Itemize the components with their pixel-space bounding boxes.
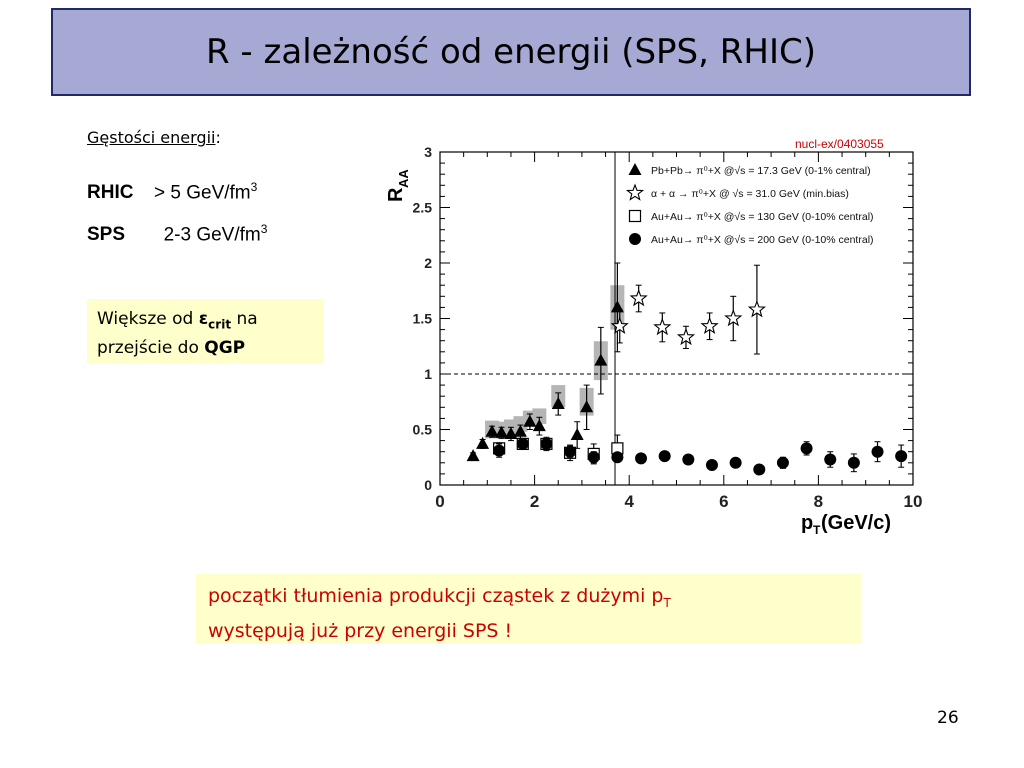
- data-point: [610, 316, 629, 334]
- crit-line-2: przejście do QGP: [97, 336, 314, 360]
- data-point: [753, 463, 766, 476]
- crit-text-pre: Większe od: [97, 309, 199, 329]
- data-point: [466, 449, 480, 462]
- data-point: [564, 445, 577, 458]
- x-axis-label-sub: T: [813, 523, 821, 537]
- systematic-band: [532, 408, 547, 424]
- data-point: [676, 327, 696, 346]
- x-tick-label: 8: [814, 492, 823, 511]
- data-point: [476, 436, 490, 449]
- data-point: [776, 456, 789, 469]
- x-tick-label: 4: [624, 492, 634, 511]
- data-point: [551, 396, 565, 409]
- data-point: [800, 442, 813, 455]
- x-axis-label: p: [801, 512, 813, 534]
- legend-marker: [628, 163, 642, 175]
- conclusion-line-2: występują już przy energii SPS !: [208, 619, 513, 642]
- data-point: [594, 353, 608, 366]
- qgp-label: QGP: [204, 338, 246, 359]
- data-point: [871, 445, 884, 458]
- legend-entry: α + α → π⁰+X @ √s = 31.0 GeV (min.bias): [651, 188, 849, 200]
- data-point: [635, 452, 648, 465]
- conclusion-sub: T: [663, 595, 671, 610]
- data-point: [729, 456, 742, 469]
- data-point: [580, 400, 594, 413]
- data-point: [700, 316, 719, 334]
- energy-density-heading: Gęstości energii:: [87, 128, 221, 147]
- crit-text-post: na: [231, 309, 258, 329]
- page-number: 26: [937, 708, 959, 728]
- sps-label: SPS: [87, 224, 126, 246]
- data-point: [523, 414, 537, 427]
- data-point: [540, 437, 553, 450]
- rhic-label: RHIC: [87, 182, 134, 204]
- critical-energy-box: Większe od εcrit na przejście do QGP: [87, 299, 324, 363]
- sps-row: SPS 2-3 GeV/fm3: [87, 222, 267, 246]
- sps-value: 2-3 GeV/fm: [163, 224, 261, 246]
- rhic-value: > 5 GeV/fm: [154, 182, 251, 204]
- x-tick-label: 10: [904, 492, 923, 511]
- data-point: [747, 300, 766, 318]
- rhic-sup: 3: [250, 180, 258, 194]
- data-point: [629, 288, 648, 307]
- data-point: [611, 451, 624, 464]
- data-point: [824, 453, 837, 466]
- x-tick-label: 0: [435, 492, 444, 511]
- data-point: [485, 424, 499, 437]
- data-point: [895, 450, 908, 463]
- sps-sup: 3: [260, 222, 268, 236]
- legend-marker: [625, 183, 645, 201]
- energy-heading-colon: :: [215, 128, 221, 147]
- y-tick-label: 0.5: [413, 422, 433, 438]
- crit-line-1: Większe od εcrit na: [97, 307, 314, 336]
- legend-entry: Au+Au→ π⁰+X @√s = 130 GeV (0-10% central…: [651, 211, 874, 223]
- x-axis-label-unit: (GeV/c): [821, 512, 891, 534]
- data-point: [516, 437, 529, 450]
- y-tick-label: 2.5: [413, 200, 433, 216]
- y-tick-label: 3: [424, 144, 432, 160]
- conclusion-text-1: początki tłumienia produkcji cząstek z d…: [208, 585, 664, 607]
- raa-chart: 0 2 4 6 8 10 0 0.5 1 1.5 2 2.5 3 RAA p T (GeV/c) Pb+Pb→ …: [385, 144, 923, 537]
- energy-heading-label: Gęstości energii: [87, 128, 216, 147]
- y-tick-label: 1.5: [413, 311, 433, 327]
- crit-subscript: crit: [208, 317, 232, 332]
- data-point: [705, 459, 718, 472]
- y-tick-label: 2: [424, 255, 432, 271]
- legend-marker: [628, 209, 642, 223]
- y-axis-label-sub: AA: [396, 169, 411, 188]
- data-point: [724, 308, 743, 327]
- x-tick-label: 6: [719, 492, 728, 511]
- data-point: [587, 451, 600, 464]
- data-point: [494, 425, 508, 438]
- data-point: [570, 428, 584, 441]
- legend-marker: [629, 233, 641, 245]
- data-point: [504, 426, 518, 439]
- legend-entry: Au+Au→ π⁰+X @√s = 200 GeV (0-10% central…: [651, 234, 874, 246]
- y-axis-label: R: [385, 187, 407, 202]
- data-point: [493, 444, 506, 457]
- slide-title: R - zależność od energii (SPS, RHIC): [206, 32, 816, 72]
- data-point: [658, 450, 671, 463]
- data-point: [532, 419, 546, 432]
- conclusion-line-1: początki tłumienia produkcji cząstek z d…: [208, 582, 849, 617]
- data-point: [847, 456, 860, 469]
- rhic-row: RHIC > 5 GeV/fm3: [87, 180, 257, 204]
- data-point: [653, 317, 672, 336]
- conclusion-box: początki tłumienia produkcji cząstek z d…: [196, 574, 861, 644]
- epsilon-symbol: ε: [198, 309, 209, 329]
- y-tick-label: 1: [424, 366, 432, 382]
- reference-label: nucl-ex/0403055: [795, 137, 884, 151]
- y-tick-label: 0: [424, 477, 432, 493]
- legend-entry: Pb+Pb→ π⁰+X @√s = 17.3 GeV (0-1% central…: [651, 165, 871, 177]
- data-point: [513, 424, 527, 437]
- data-point: [682, 453, 695, 466]
- crit-text-transition: przejście do: [97, 338, 205, 359]
- x-tick-label: 2: [530, 492, 539, 511]
- title-banner: R - zależność od energii (SPS, RHIC): [51, 8, 971, 96]
